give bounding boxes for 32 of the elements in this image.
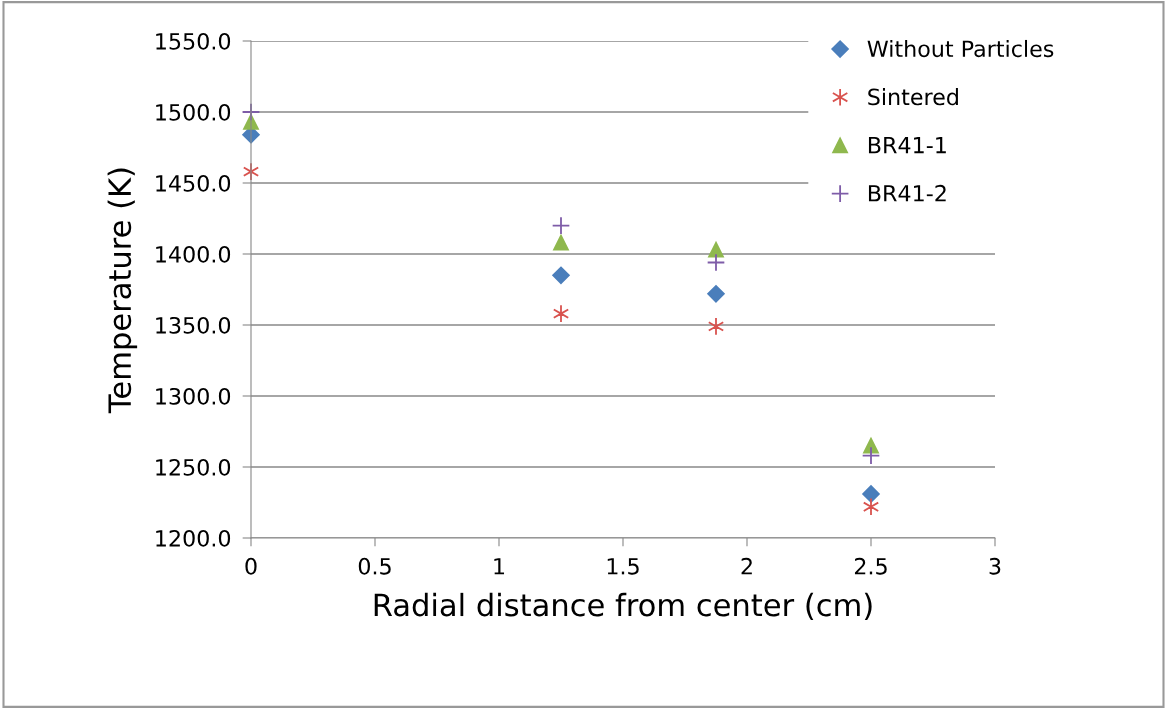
point <box>707 317 725 336</box>
point <box>552 266 570 285</box>
x-tick-label: 2.5 <box>854 557 887 575</box>
point <box>708 241 724 258</box>
x-tick-label: 1.5 <box>607 558 639 575</box>
legend-label: BR41-1 <box>868 136 946 154</box>
point <box>553 234 569 251</box>
y-tick-label: 1300.0 <box>156 387 231 405</box>
point <box>862 485 880 503</box>
x-tick-label: 2 <box>741 557 752 575</box>
point <box>551 216 571 235</box>
y-tick-label: 1450.0 <box>156 174 231 192</box>
x-axis-title: Radial distance from center (cm) <box>374 592 872 621</box>
x-tick-label: 0 <box>245 557 257 575</box>
x-tick-label: 3 <box>989 557 1001 575</box>
y-tick-label: 1550.0 <box>156 32 231 50</box>
legend-label: Without Particles <box>867 39 1054 58</box>
y-axis-title: Temperature (K) <box>107 168 138 414</box>
point <box>707 284 725 303</box>
y-tick-label: 1400.0 <box>156 245 231 263</box>
legend-label: Sintered <box>868 88 958 106</box>
y-tick-label: 1500.0 <box>156 103 231 121</box>
x-tick-label: 0.5 <box>358 557 391 575</box>
y-tick-label: 1250.0 <box>156 458 231 476</box>
point <box>706 253 726 272</box>
y-tick-label: 1200.0 <box>156 529 231 547</box>
x-tick-label: 1 <box>494 558 505 575</box>
point <box>861 446 881 465</box>
point <box>552 304 570 323</box>
y-tick-label: 1350.0 <box>156 316 231 334</box>
point <box>862 497 880 516</box>
legend-label: BR41-2 <box>868 184 946 202</box>
